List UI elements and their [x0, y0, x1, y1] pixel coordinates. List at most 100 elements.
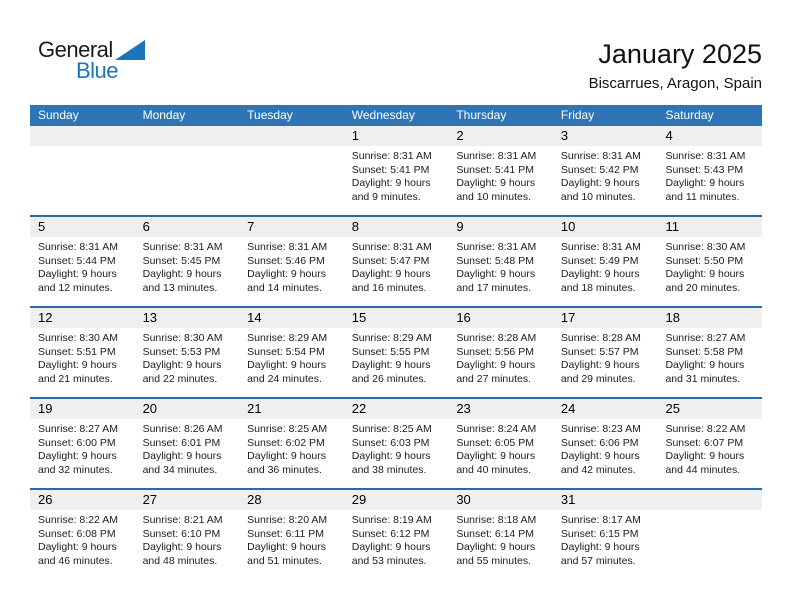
day-cells-row: Sunrise: 8:31 AM Sunset: 5:41 PM Daylight:…: [30, 146, 762, 204]
day-cell: Sunrise: 8:31 AM Sunset: 5:44 PM Daylight:…: [30, 237, 135, 295]
sunset-text: Sunset: 5:43 PM: [665, 163, 744, 176]
sunset-text: Sunset: 5:44 PM: [38, 254, 116, 267]
daylight-text: Daylight: 9 hours and 55 minutes.: [456, 541, 536, 567]
sunset-text: Sunset: 5:56 PM: [456, 345, 534, 358]
sunrise-text: Sunrise: 8:26 AM: [142, 423, 223, 435]
day-number: 2: [456, 128, 464, 143]
sunset-text: Sunset: 6:14 PM: [456, 527, 534, 540]
weekday-label-thursday: Thursday: [456, 108, 507, 122]
sunrise-text: Sunrise: 8:31 AM: [351, 150, 432, 162]
sunset-text: Sunset: 6:08 PM: [38, 527, 116, 540]
day-cell: Sunrise: 8:22 AM Sunset: 6:07 PM Daylight:…: [657, 419, 762, 477]
weekday-label-tuesday: Tuesday: [247, 108, 293, 122]
sunrise-text: Sunrise: 8:23 AM: [560, 423, 641, 435]
daylight-text: Daylight: 9 hours and 57 minutes.: [560, 541, 640, 567]
title-block: January 2025 Biscarrues, Aragon, Spain: [589, 38, 762, 95]
logo-triangle-icon: [114, 40, 145, 60]
sunset-text: Sunset: 5:57 PM: [560, 345, 639, 358]
day-number: 5: [38, 219, 46, 234]
day-number: 23: [456, 401, 471, 416]
weeks-container: 1 2 3 4 Sunrise: 8:31 AM Sunset: 5:41 PM Dayli…: [30, 126, 762, 579]
daylight-text: Daylight: 9 hours and 42 minutes.: [560, 450, 640, 476]
day-number: 8: [351, 219, 359, 234]
day-number: 16: [456, 310, 471, 325]
daylight-text: Daylight: 9 hours and 27 minutes.: [456, 359, 536, 385]
day-number: 24: [560, 401, 576, 416]
sunset-text: Sunset: 5:46 PM: [247, 254, 325, 267]
sunrise-text: Sunrise: 8:31 AM: [38, 241, 118, 253]
day-cell: Sunrise: 8:31 AM Sunset: 5:41 PM Daylight:…: [448, 146, 553, 204]
day-number: 1: [351, 128, 359, 143]
daylight-text: Daylight: 9 hours and 11 minutes.: [665, 177, 745, 203]
day-cell: Sunrise: 8:31 AM Sunset: 5:42 PM Daylight:…: [553, 146, 658, 204]
sunrise-text: Sunrise: 8:28 AM: [560, 332, 641, 344]
daylight-text: Daylight: 9 hours and 36 minutes.: [247, 450, 326, 476]
day-cell: [135, 146, 240, 204]
day-number: [30, 126, 135, 146]
day-number: 26: [38, 492, 53, 507]
sunset-text: Sunset: 5:48 PM: [456, 254, 534, 267]
sunrise-text: Sunrise: 8:29 AM: [351, 332, 432, 344]
daylight-text: Daylight: 9 hours and 48 minutes.: [142, 541, 222, 567]
sunrise-text: Sunrise: 8:22 AM: [665, 423, 746, 435]
sunrise-text: Sunrise: 8:21 AM: [142, 514, 223, 526]
day-number-band: 26 27 28 29 30 31: [30, 490, 762, 510]
sunrise-text: Sunrise: 8:31 AM: [560, 241, 641, 253]
day-cell: Sunrise: 8:27 AM Sunset: 5:58 PM Daylight:…: [657, 328, 762, 386]
day-cell: Sunrise: 8:28 AM Sunset: 5:56 PM Daylight:…: [448, 328, 553, 386]
day-number: 25: [665, 401, 680, 416]
weekday-label-monday: Monday: [142, 108, 186, 122]
sunset-text: Sunset: 6:02 PM: [247, 436, 325, 449]
day-number: 7: [247, 219, 255, 234]
week-row: 5 6 7 8 9 10 11 Sunrise: 8:31 AM Sunset: 5:44 PM…: [30, 215, 762, 306]
day-number: 17: [560, 310, 576, 325]
daylight-text: Daylight: 9 hours and 34 minutes.: [142, 450, 222, 476]
day-cell: Sunrise: 8:23 AM Sunset: 6:06 PM Daylight:…: [553, 419, 658, 477]
sunset-text: Sunset: 6:01 PM: [142, 436, 221, 449]
day-cell: Sunrise: 8:18 AM Sunset: 6:14 PM Daylight:…: [448, 510, 553, 568]
weekday-label-sunday: Sunday: [38, 108, 79, 122]
day-cell: Sunrise: 8:31 AM Sunset: 5:45 PM Daylight:…: [135, 237, 240, 295]
day-cell: Sunrise: 8:26 AM Sunset: 6:01 PM Daylight:…: [135, 419, 240, 477]
daylight-text: Daylight: 9 hours and 12 minutes.: [38, 268, 117, 294]
sunrise-text: Sunrise: 8:31 AM: [351, 241, 432, 253]
logo-text-blue: Blue: [75, 58, 119, 83]
sunrise-text: Sunrise: 8:27 AM: [665, 332, 746, 344]
weekday-label-wednesday: Wednesday: [351, 108, 415, 122]
sunset-text: Sunset: 5:41 PM: [456, 163, 534, 176]
sunset-text: Sunset: 6:12 PM: [351, 527, 430, 540]
sunset-text: Sunset: 5:45 PM: [142, 254, 221, 267]
daylight-text: Daylight: 9 hours and 14 minutes.: [247, 268, 326, 294]
day-cell: Sunrise: 8:20 AM Sunset: 6:11 PM Daylight:…: [239, 510, 344, 568]
day-number-band: 5 6 7 8 9 10 11: [30, 217, 762, 237]
day-number: [657, 490, 762, 510]
location-subtitle: Biscarrues, Aragon, Spain: [588, 75, 762, 92]
day-cell: Sunrise: 8:31 AM Sunset: 5:48 PM Daylight:…: [448, 237, 553, 295]
sunset-text: Sunset: 6:03 PM: [351, 436, 430, 449]
daylight-text: Daylight: 9 hours and 31 minutes.: [665, 359, 745, 385]
sunset-text: Sunset: 5:47 PM: [351, 254, 430, 267]
day-cell: Sunrise: 8:27 AM Sunset: 6:00 PM Daylight:…: [30, 419, 135, 477]
daylight-text: Daylight: 9 hours and 10 minutes.: [560, 177, 640, 203]
sunrise-text: Sunrise: 8:31 AM: [247, 241, 328, 253]
day-number: 21: [247, 401, 262, 416]
day-number: 19: [38, 401, 53, 416]
daylight-text: Daylight: 9 hours and 51 minutes.: [247, 541, 326, 567]
sunrise-text: Sunrise: 8:30 AM: [142, 332, 223, 344]
day-number: 12: [38, 310, 53, 325]
day-number: 13: [142, 310, 158, 325]
sunset-text: Sunset: 6:15 PM: [560, 527, 639, 540]
day-cell: [657, 510, 762, 568]
day-number: [135, 126, 240, 146]
day-number: 6: [142, 219, 150, 234]
day-cell: Sunrise: 8:17 AM Sunset: 6:15 PM Daylight:…: [553, 510, 658, 568]
day-cells-row: Sunrise: 8:22 AM Sunset: 6:08 PM Daylight:…: [30, 510, 762, 568]
day-cell: Sunrise: 8:19 AM Sunset: 6:12 PM Daylight:…: [344, 510, 449, 568]
sunrise-text: Sunrise: 8:31 AM: [665, 150, 746, 162]
daylight-text: Daylight: 9 hours and 26 minutes.: [351, 359, 431, 385]
sunset-text: Sunset: 5:49 PM: [560, 254, 639, 267]
weekday-header-row: Sunday Monday Tuesday Wednesday Thursday Frid…: [30, 105, 762, 126]
daylight-text: Daylight: 9 hours and 17 minutes.: [456, 268, 536, 294]
daylight-text: Daylight: 9 hours and 38 minutes.: [351, 450, 431, 476]
sunrise-text: Sunrise: 8:30 AM: [665, 241, 746, 253]
